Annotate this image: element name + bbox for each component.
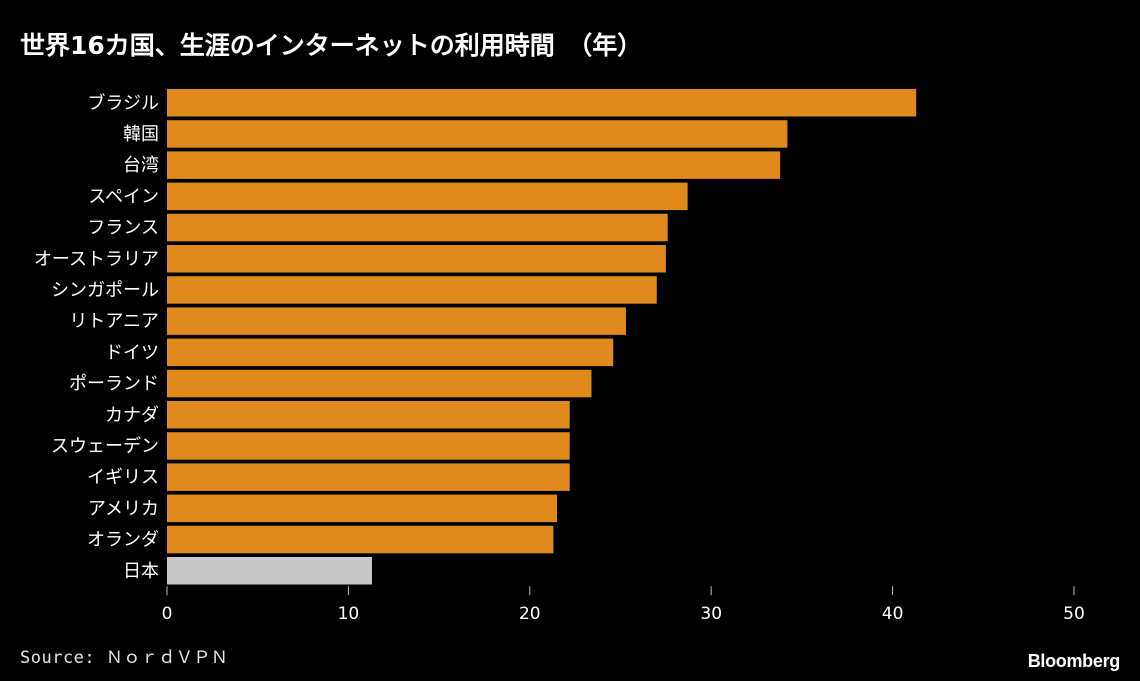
category-label: イギリス bbox=[87, 467, 159, 488]
bar bbox=[167, 338, 614, 367]
bar bbox=[167, 182, 688, 211]
category-label: オランダ bbox=[87, 530, 159, 551]
source-note: Source: ＮｏｒｄＶＰＮ bbox=[20, 648, 229, 668]
tick-label: 40 bbox=[882, 604, 904, 624]
category-label: アメリカ bbox=[88, 498, 159, 519]
category-label: オーストラリア bbox=[34, 249, 159, 270]
tick-label: 10 bbox=[338, 604, 360, 624]
x-axis: 0 10 20 30 40 50 bbox=[162, 586, 1085, 624]
bar bbox=[167, 494, 558, 523]
bar bbox=[167, 276, 657, 304]
tick-label: 50 bbox=[1063, 604, 1085, 624]
category-label: リトアニア bbox=[69, 311, 159, 332]
category-label: シンガポール bbox=[51, 280, 159, 301]
category-label: スペイン bbox=[88, 186, 159, 207]
category-label: ポーランド bbox=[69, 374, 159, 395]
bar bbox=[167, 307, 626, 335]
chart-title: 世界16カ国、生涯のインターネットの利用時間 （年） bbox=[20, 31, 643, 60]
bar bbox=[167, 213, 668, 242]
tick-label: 0 bbox=[162, 604, 173, 624]
category-label: ブラジル bbox=[87, 92, 159, 114]
category-label: 日本 bbox=[123, 561, 159, 582]
category-label: ドイツ bbox=[105, 342, 159, 363]
category-label: 台湾 bbox=[123, 155, 159, 176]
bar bbox=[167, 120, 788, 148]
bar bbox=[167, 432, 570, 460]
category-label: フランス bbox=[87, 218, 159, 239]
category-label: スウェーデン bbox=[51, 436, 159, 457]
tick-label: 20 bbox=[519, 604, 541, 624]
category-label: 韓国 bbox=[123, 124, 159, 145]
bar bbox=[167, 245, 666, 273]
bloomberg-logo: Bloomberg bbox=[1027, 651, 1121, 671]
category-label: カナダ bbox=[105, 405, 159, 426]
bars-layer bbox=[167, 89, 917, 585]
bar bbox=[167, 525, 554, 554]
bar bbox=[167, 369, 592, 398]
tick-label: 30 bbox=[700, 604, 722, 624]
bar bbox=[167, 89, 917, 117]
bar bbox=[167, 401, 570, 429]
category-labels: ブラジル韓国台湾スペインフランスオーストラリアシンガポールリトアニアドイツポーラ… bbox=[34, 92, 159, 582]
bar bbox=[167, 151, 781, 179]
bar bbox=[167, 463, 570, 491]
bar bbox=[167, 557, 372, 585]
